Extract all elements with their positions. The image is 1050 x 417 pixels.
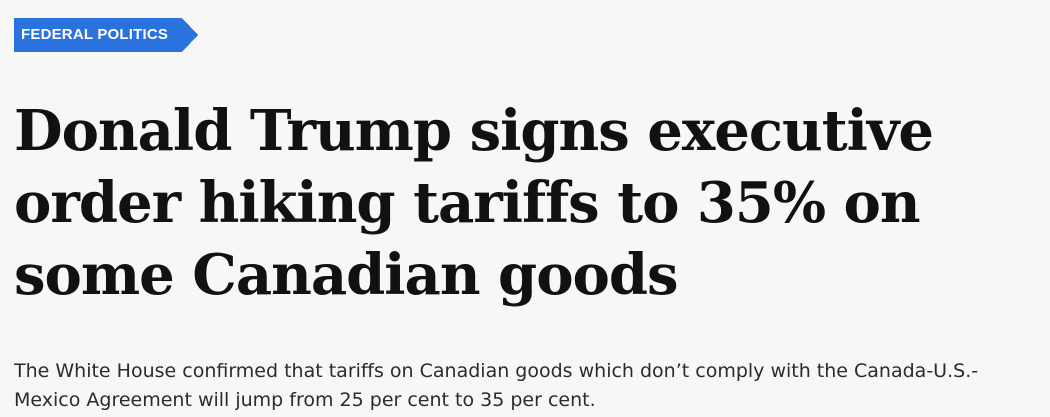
article-header: FEDERAL POLITICS Donald Trump signs exec… (14, 18, 1034, 415)
article-headline: Donald Trump signs executive order hikin… (14, 98, 934, 308)
article-dek: The White House confirmed that tariffs o… (14, 360, 979, 411)
section-tag-federal-politics[interactable]: FEDERAL POLITICS (14, 18, 198, 52)
